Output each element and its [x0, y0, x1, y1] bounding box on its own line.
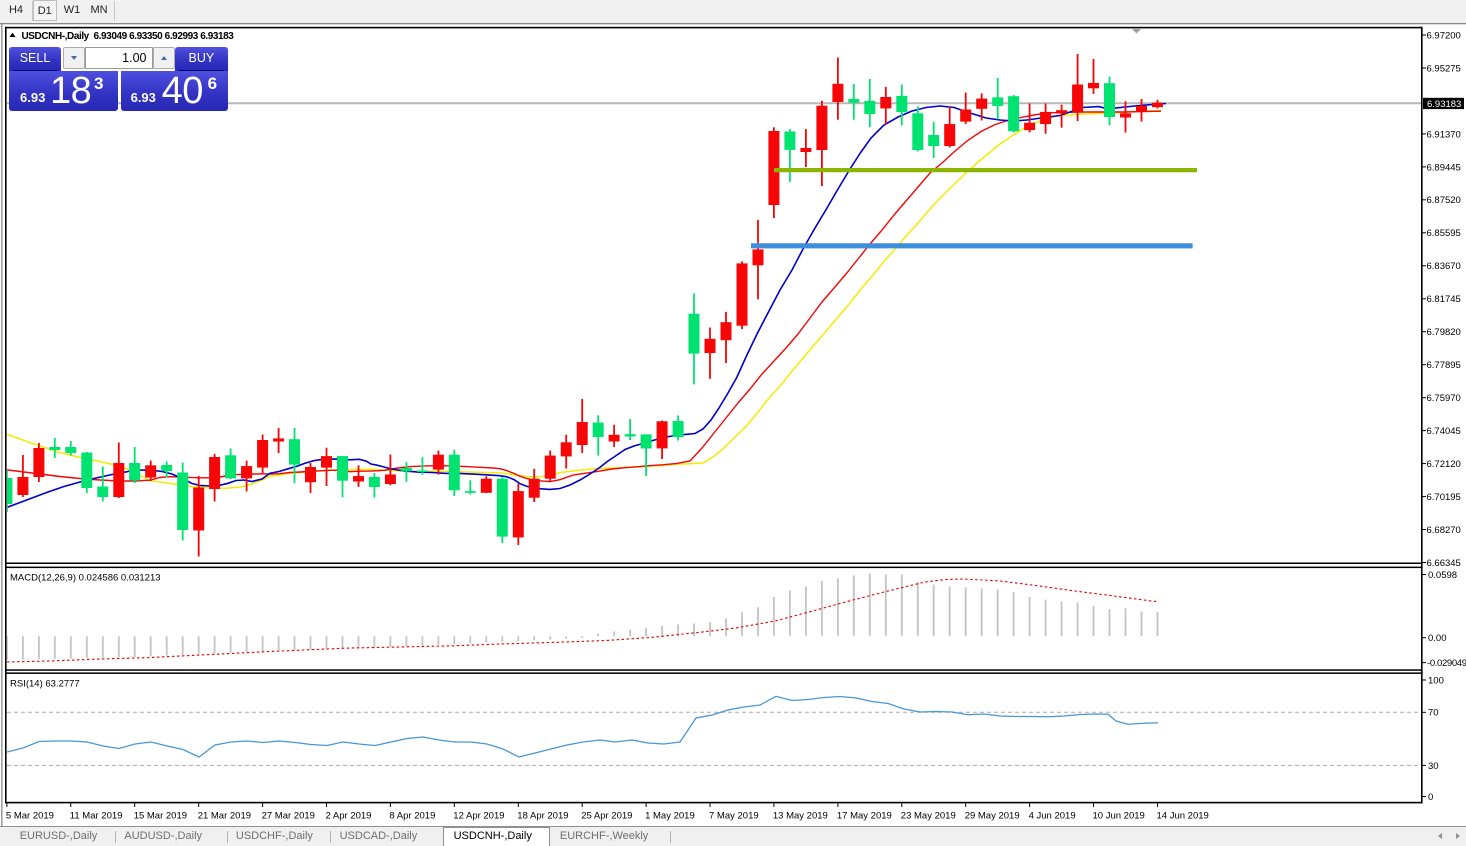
- svg-text:1 May 2019: 1 May 2019: [645, 811, 695, 822]
- svg-text:6.74045: 6.74045: [1427, 426, 1461, 437]
- svg-text:12 Apr 2019: 12 Apr 2019: [453, 811, 504, 822]
- svg-text:6.70195: 6.70195: [1427, 492, 1461, 503]
- svg-text:6.83670: 6.83670: [1427, 261, 1461, 272]
- svg-text:USDCNH-,Daily 6.93049 6.93350: USDCNH-,Daily 6.93049 6.93350 6.92993 6.…: [22, 31, 235, 42]
- svg-text:6.79820: 6.79820: [1427, 327, 1461, 338]
- svg-text:6.97200: 6.97200: [1427, 30, 1461, 41]
- svg-text:RSI(14) 63.2777: RSI(14) 63.2777: [10, 679, 80, 690]
- svg-text:70: 70: [1428, 708, 1439, 719]
- svg-text:7 May 2019: 7 May 2019: [709, 811, 759, 822]
- svg-text:11 Mar 2019: 11 Mar 2019: [70, 811, 123, 822]
- svg-text:5 Mar 2019: 5 Mar 2019: [6, 811, 54, 822]
- svg-text:29 May 2019: 29 May 2019: [965, 811, 1020, 822]
- svg-text:6.75970: 6.75970: [1427, 393, 1461, 404]
- svg-text:6.89445: 6.89445: [1427, 162, 1461, 173]
- svg-text:0.0598: 0.0598: [1428, 570, 1457, 581]
- svg-text:6.77895: 6.77895: [1427, 360, 1461, 371]
- svg-text:30: 30: [1428, 761, 1439, 772]
- svg-text:13 May 2019: 13 May 2019: [773, 811, 828, 822]
- svg-text:8 Apr 2019: 8 Apr 2019: [389, 811, 435, 822]
- svg-text:-0.029049: -0.029049: [1427, 658, 1466, 669]
- svg-text:6.87520: 6.87520: [1427, 195, 1461, 206]
- svg-text:25 Apr 2019: 25 Apr 2019: [581, 811, 632, 822]
- svg-text:6.85595: 6.85595: [1427, 228, 1461, 239]
- svg-text:0: 0: [1428, 792, 1433, 803]
- svg-text:21 Mar 2019: 21 Mar 2019: [198, 811, 251, 822]
- svg-text:18 Apr 2019: 18 Apr 2019: [517, 811, 568, 822]
- svg-text:14 Jun 2019: 14 Jun 2019: [1157, 811, 1209, 822]
- svg-text:6.66345: 6.66345: [1427, 558, 1461, 569]
- svg-text:0.00: 0.00: [1428, 633, 1447, 644]
- svg-text:10 Jun 2019: 10 Jun 2019: [1093, 811, 1145, 822]
- svg-text:27 Mar 2019: 27 Mar 2019: [262, 811, 315, 822]
- svg-text:6.93183: 6.93183: [1427, 99, 1461, 110]
- svg-text:100: 100: [1428, 675, 1444, 686]
- svg-text:6.91370: 6.91370: [1427, 129, 1461, 140]
- svg-text:6.68270: 6.68270: [1427, 525, 1461, 536]
- svg-text:15 Mar 2019: 15 Mar 2019: [134, 811, 187, 822]
- svg-text:MACD(12,26,9) 0.024586 0.03121: MACD(12,26,9) 0.024586 0.031213: [10, 573, 161, 584]
- svg-text:6.81745: 6.81745: [1427, 294, 1461, 305]
- svg-text:2 Apr 2019: 2 Apr 2019: [326, 811, 372, 822]
- svg-text:6.72120: 6.72120: [1427, 459, 1461, 470]
- svg-text:17 May 2019: 17 May 2019: [837, 811, 892, 822]
- svg-text:6.95275: 6.95275: [1427, 63, 1461, 74]
- svg-text:4 Jun 2019: 4 Jun 2019: [1029, 811, 1076, 822]
- svg-text:23 May 2019: 23 May 2019: [901, 811, 956, 822]
